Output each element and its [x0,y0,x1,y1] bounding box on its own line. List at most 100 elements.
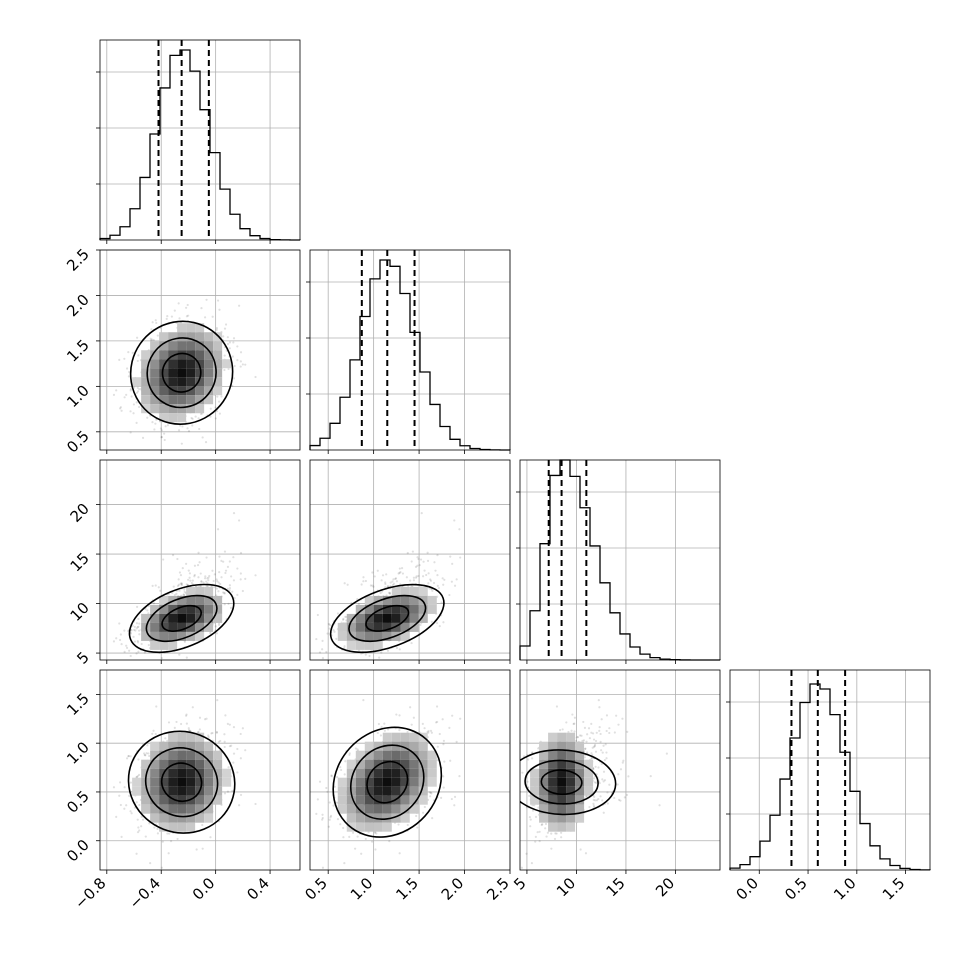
scatter-point [190,416,193,420]
scatter-point [619,799,622,802]
scatter-point [136,641,140,644]
scatter-point [585,740,588,743]
scatter-point [534,835,537,838]
scatter-point [415,814,418,818]
density-cell [418,759,428,769]
scatter-point [125,646,129,649]
scatter-point [380,651,383,654]
scatter-point [574,739,578,742]
scatter-point [602,780,605,783]
scatter-point [599,795,602,798]
scatter-point [521,771,524,774]
scatter-point [133,628,136,631]
scatter-point [211,569,214,572]
scatter-point [166,832,169,835]
scatter-point [169,840,173,843]
density-cell [150,622,160,632]
density-cell [195,323,205,333]
scatter-point [217,590,220,593]
scatter-point [593,745,596,748]
scatter-point [209,407,212,410]
scatter-point [426,730,429,733]
scatter-point [216,395,219,398]
scatter-point [617,723,620,726]
scatter-point [140,815,143,818]
scatter-point [228,723,231,726]
scatter-point [409,706,412,709]
scatter-point [185,656,188,659]
scatter-point [354,847,357,850]
scatter-point [211,315,214,318]
density-cell [548,786,558,796]
scatter-point [203,577,207,580]
scatter-point [222,560,225,563]
scatter-point [224,714,227,717]
density-cell [195,368,205,378]
density-cell [355,613,365,623]
density-cell [400,777,410,787]
scatter-point [376,569,379,572]
density-cell [204,750,214,760]
density-cell [159,813,169,823]
scatter-point [146,416,149,419]
scatter-point [342,618,345,621]
density-cell [195,813,205,823]
scatter-point [592,738,596,741]
scatter-point [573,716,577,719]
panel-frame-3-1 [309,669,511,871]
density-cell [195,741,205,751]
scatter-point [209,415,212,418]
scatter-point [215,327,218,330]
density-cell [355,804,365,814]
scatter-point [135,627,138,630]
density-cell [364,804,374,814]
scatter-point [406,730,409,734]
scatter-point [236,345,239,348]
scatter-point [531,809,535,812]
scatter-point [528,815,531,819]
density-cell [400,768,410,778]
density-cell [177,350,187,360]
density-cell [168,613,178,623]
density-cell [373,604,383,614]
density-cell [427,595,437,605]
scatter-point [224,323,228,326]
scatter-point [118,622,121,625]
density-cell [186,595,196,605]
density-cell [355,622,365,632]
scatter-point [191,579,194,582]
scatter-point [137,354,140,357]
scatter-point [529,818,532,821]
scatter-point [459,556,462,559]
scatter-point [149,337,152,340]
scatter-point [597,698,600,702]
scatter-point [177,429,181,432]
density-cell [177,341,187,351]
scatter-point [426,551,429,554]
density-cell [141,804,151,814]
density-cell [557,777,567,787]
scatter-point [316,613,319,617]
scatter-point [166,739,169,742]
scatter-point [394,577,397,580]
scatter-point [321,648,324,651]
scatter-point [129,410,132,413]
scatter-point [593,745,596,748]
scatter-point [187,314,190,317]
scatter-point [163,438,166,442]
scatter-point [594,799,597,802]
scatter-point [327,825,330,828]
scatter-point [135,401,138,404]
density-cell [548,732,558,742]
scatter-point [284,833,286,835]
scatter-point [658,804,661,807]
scatter-point [328,801,331,804]
scatter-point [326,790,329,793]
density-cell [548,777,558,787]
scatter-point [459,717,462,720]
scatter-point [527,786,530,789]
scatter-point [414,576,418,579]
scatter-point [173,309,176,312]
scatter-point [531,751,534,754]
scatter-point [150,328,153,331]
